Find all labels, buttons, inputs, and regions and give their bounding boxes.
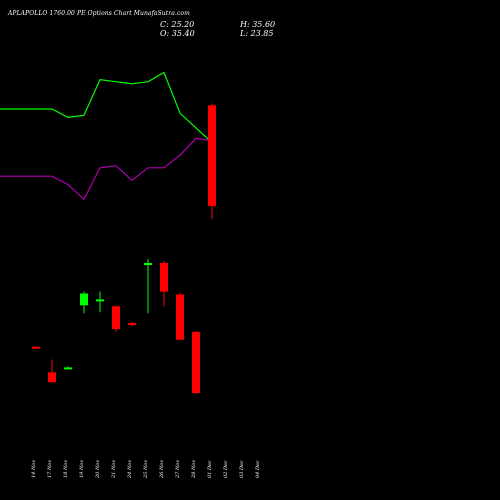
candle-14-nov xyxy=(32,346,40,349)
candle-21-nov xyxy=(112,305,120,332)
upper-band-line xyxy=(0,71,213,144)
x-tick-label: 03 Dec xyxy=(239,460,245,478)
open-value: O: 35.40 xyxy=(160,29,195,38)
x-tick-label: 18 Nov xyxy=(63,460,69,478)
candle-body xyxy=(80,293,88,306)
x-tick-label: 27 Nov xyxy=(175,460,181,479)
candle-20-nov xyxy=(96,291,104,313)
x-tick-label: 01 Dec xyxy=(207,460,213,478)
x-tick-label: 20 Nov xyxy=(95,460,101,479)
x-tick-label: 24 Nov xyxy=(127,460,133,479)
x-tick-label: 26 Nov xyxy=(159,460,165,479)
candle-body xyxy=(192,331,200,393)
candle-body xyxy=(176,294,184,340)
candle-26-nov xyxy=(160,261,168,307)
candle-body xyxy=(64,367,72,370)
candle-17-nov xyxy=(48,359,56,384)
x-tick-label: 21 Nov xyxy=(111,460,117,479)
candle-25-nov xyxy=(144,259,152,314)
candle-body xyxy=(32,346,40,349)
close-value: C: 25.20 xyxy=(160,20,195,29)
x-tick-label: 02 Dec xyxy=(223,460,229,478)
x-tick-label: 25 Nov xyxy=(143,460,149,479)
lower-band-line xyxy=(0,137,213,201)
candle-body xyxy=(48,372,56,383)
candle-body xyxy=(96,299,104,302)
candle-01-dec xyxy=(208,103,216,220)
high-value: H: 35.60 xyxy=(240,20,276,29)
x-tick-label: 04 Dec xyxy=(255,460,261,478)
candle-body xyxy=(128,323,136,326)
candle-24-nov xyxy=(128,322,136,326)
candle-body xyxy=(208,105,216,206)
x-tick-label: 28 Nov xyxy=(191,460,197,479)
candle-body xyxy=(112,306,120,329)
chart-title: APLAPOLLO 1760.00 PE Options Chart Munaf… xyxy=(8,10,190,17)
candle-18-nov xyxy=(64,366,72,370)
x-tick-label: 17 Nov xyxy=(47,460,53,478)
candle-19-nov xyxy=(80,291,88,314)
x-tick-label: 14 Nov xyxy=(31,460,37,478)
candle-body xyxy=(144,263,152,265)
x-tick-label: 19 Nov xyxy=(79,460,85,478)
candle-28-nov xyxy=(192,331,200,394)
candle-body xyxy=(160,263,168,292)
candle-27-nov xyxy=(176,292,184,340)
low-value: L: 23.85 xyxy=(240,29,274,38)
